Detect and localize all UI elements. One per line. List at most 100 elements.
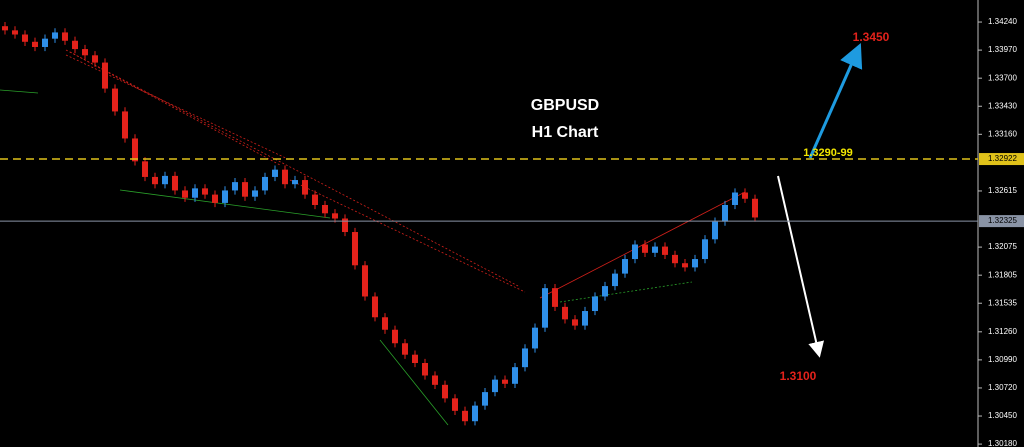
candle-body — [722, 204, 728, 222]
candles — [2, 22, 758, 426]
candle-body — [472, 405, 478, 422]
candle-body — [102, 62, 108, 89]
candle-body — [432, 375, 438, 385]
candle-body — [422, 363, 428, 376]
candle-body — [482, 392, 488, 406]
candle-body — [752, 198, 758, 218]
candle-body — [682, 263, 688, 268]
up-arrow — [808, 43, 863, 159]
candle-body — [272, 169, 278, 177]
candle-body — [562, 306, 568, 320]
candle-body — [632, 244, 638, 260]
y-tick-label: 1.30990 — [988, 355, 1017, 364]
candle-body — [362, 265, 368, 297]
candle-body — [532, 327, 538, 349]
trend-lines — [0, 49, 746, 426]
candle-body — [302, 180, 308, 195]
y-tick-label: 1.31805 — [988, 270, 1017, 279]
candle-body — [92, 55, 98, 63]
candle-body — [662, 246, 668, 255]
candle-body — [42, 38, 48, 47]
candle-body — [202, 188, 208, 195]
candle-body — [182, 190, 188, 198]
candle-body — [342, 218, 348, 233]
candle-body — [702, 239, 708, 260]
y-tick-label: 1.34240 — [988, 17, 1017, 26]
candle-body — [402, 343, 408, 355]
candle-body — [132, 138, 138, 162]
price-label-box — [979, 153, 1024, 166]
target-label: 1.3450 — [853, 30, 890, 44]
candle-body — [502, 379, 508, 384]
candle-body — [392, 329, 398, 344]
candle-body — [32, 41, 38, 47]
candle-body — [222, 190, 228, 203]
candle-body — [282, 169, 288, 185]
candle-body — [242, 182, 248, 197]
y-tick-label: 1.32075 — [988, 242, 1017, 251]
candle-body — [602, 286, 608, 297]
candle-body — [122, 111, 128, 139]
candle-body — [442, 384, 448, 399]
candle-body — [152, 176, 158, 185]
candle-body — [192, 188, 198, 198]
candle-body — [592, 296, 598, 312]
price-label: 1.32325 — [988, 216, 1017, 225]
candle-body — [572, 319, 578, 326]
y-tick-label: 1.33970 — [988, 45, 1017, 54]
chart-subtitle: H1 Chart — [532, 124, 599, 141]
candle-body — [712, 221, 718, 240]
candle-body — [22, 34, 28, 42]
y-tick-label: 1.30720 — [988, 383, 1017, 392]
candle-body — [412, 354, 418, 364]
y-tick-label: 1.31535 — [988, 298, 1017, 307]
y-tick-label: 1.33160 — [988, 129, 1017, 138]
candle-body — [62, 32, 68, 41]
y-tick-label: 1.31260 — [988, 327, 1017, 336]
candle-body — [372, 296, 378, 318]
candle-body — [742, 192, 748, 199]
y-tick-label: 1.32615 — [988, 186, 1017, 195]
target-label: 1.3100 — [780, 369, 817, 383]
candle-body — [82, 49, 88, 56]
candle-body — [542, 288, 548, 328]
candle-body — [492, 379, 498, 393]
candle-body — [462, 410, 468, 422]
y-tick-label: 1.33700 — [988, 73, 1017, 82]
price-label-box — [979, 215, 1024, 228]
candle-body — [322, 204, 328, 214]
candle-body — [262, 176, 268, 191]
candle-body — [622, 259, 628, 274]
price-label: 1.32922 — [988, 154, 1017, 163]
candle-body — [552, 288, 558, 307]
chart-title: GBPUSD — [531, 97, 599, 114]
candle-body — [672, 254, 678, 264]
candle-body — [52, 32, 58, 39]
y-tick-label: 1.30450 — [988, 411, 1017, 420]
candle-body — [452, 398, 458, 411]
candle-body — [582, 311, 588, 326]
candle-body — [312, 194, 318, 205]
candle-body — [172, 175, 178, 191]
candle-body — [382, 317, 388, 330]
candle-body — [332, 213, 338, 219]
down-arrow — [777, 175, 825, 358]
candle-body — [292, 180, 298, 185]
y-tick-label: 1.33430 — [988, 101, 1017, 110]
candle-body — [642, 244, 648, 253]
candle-body — [252, 190, 258, 197]
candle-body — [692, 259, 698, 268]
candle-body — [652, 246, 658, 253]
candle-body — [12, 30, 18, 35]
candle-body — [72, 40, 78, 50]
candle-body — [162, 175, 168, 185]
candle-body — [352, 232, 358, 266]
candle-body — [612, 273, 618, 287]
candle-body — [232, 182, 238, 191]
candle-body — [142, 161, 148, 177]
candle-body — [112, 88, 118, 112]
resistance-label: 1.3290-99 — [803, 147, 853, 159]
candle-body — [732, 192, 738, 205]
candle-body — [212, 194, 218, 203]
